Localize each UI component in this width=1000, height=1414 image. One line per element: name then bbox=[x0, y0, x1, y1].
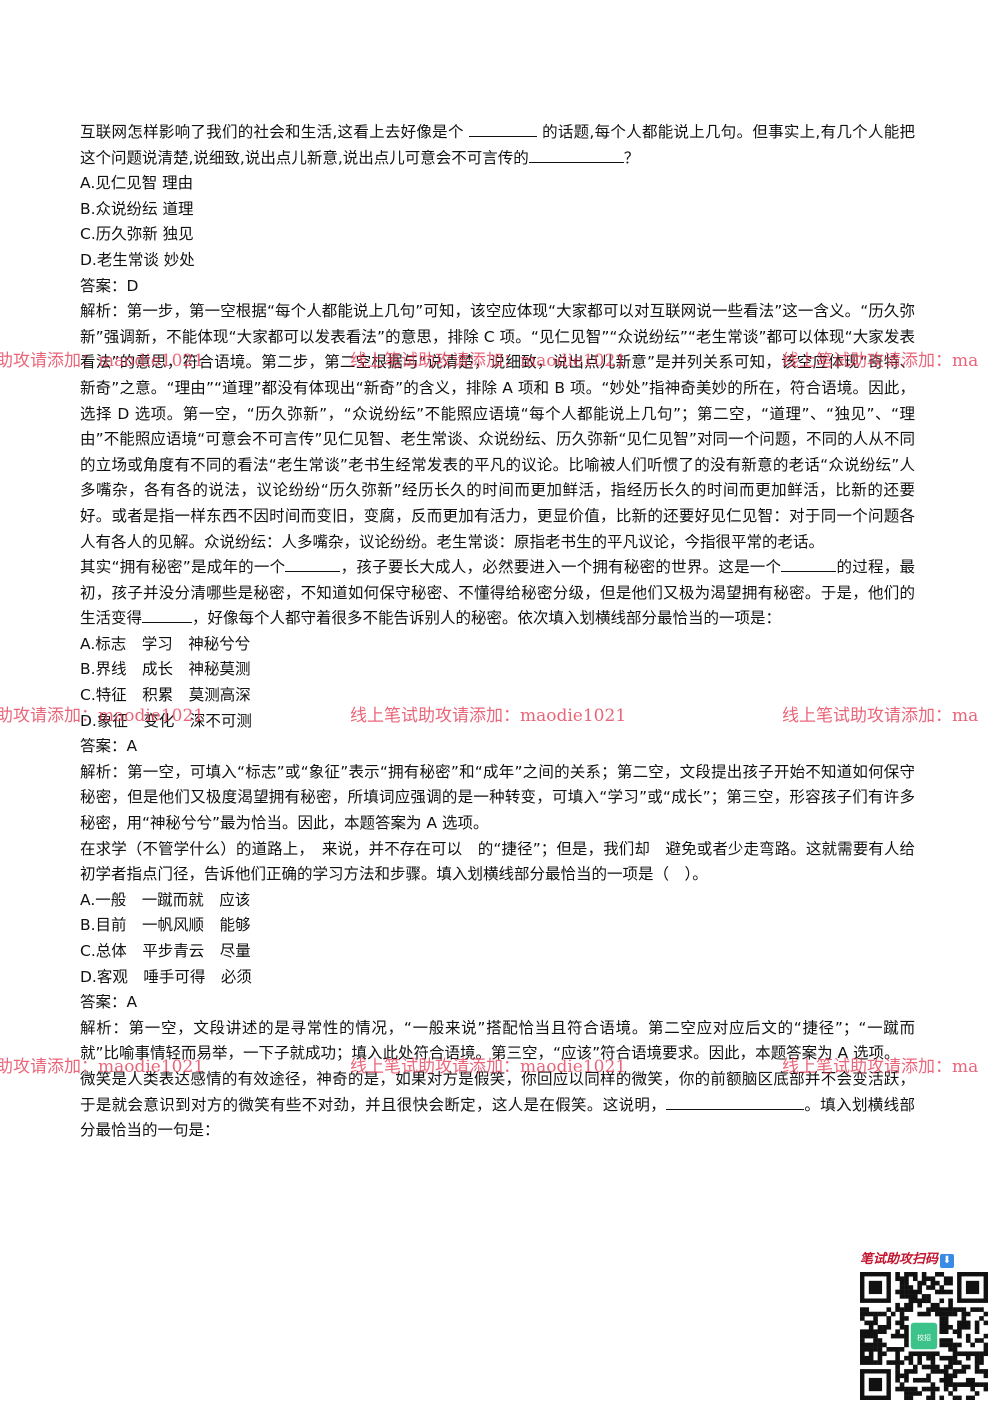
blank-line bbox=[142, 606, 193, 624]
q2-stem: 其实“拥有秘密”是成年的一个 ，孩子要长大成人，必然要进入一个拥有秘密的世界。这是… bbox=[80, 555, 915, 632]
q2-option-c: C.特征 积累 莫测高深 bbox=[80, 686, 251, 705]
q1-option-d: D.老生常谈 妙处 bbox=[80, 250, 195, 269]
q3-option-d: D.客观 唾手可得 必须 bbox=[80, 967, 252, 986]
watermark-text: 助攻请添加：maodie1021 bbox=[0, 706, 205, 726]
qr-block: 笔试助攻扫码 ⬇ 校招 bbox=[860, 1248, 990, 1400]
q1-analysis: 解析：第一步，第一空根据“每个人都能说上几句”可知，该空应体现“大家都可以对互联… bbox=[80, 302, 915, 551]
q4-stem: 微笑是人类表达感情的有效途径，神奇的是，如果对方是假笑，你回应以同样的微笑，你的… bbox=[80, 1069, 915, 1140]
watermark-text: 线上笔试助攻请添加：ma bbox=[782, 1057, 979, 1077]
qr-logo-icon bbox=[910, 1322, 938, 1350]
document-body: 互联网怎样影响了我们的社会和生活,这看上去好像是个 的话题,每个人都能说上几句。… bbox=[80, 120, 915, 1144]
q1-option-a: A.见仁见智 理由 bbox=[80, 174, 194, 193]
watermark-text: 线上笔试助攻请添加：maodie1021 bbox=[350, 351, 627, 371]
q3-option-c: C.总体 平步青云 尽量 bbox=[80, 942, 251, 960]
qr-label: 笔试助攻扫码 ⬇ bbox=[860, 1248, 990, 1268]
q2-analysis: 解析：第一空，可填入“标志”或“象征”表示“拥有秘密”和“成年”之间的关系；第二… bbox=[80, 762, 915, 833]
blank-line bbox=[666, 1093, 805, 1110]
blank-line bbox=[781, 555, 837, 573]
blank-line bbox=[528, 146, 624, 163]
watermark-text: 助攻请添加：maodie1021 bbox=[0, 1057, 205, 1077]
q1-option-c: C.历久弥新 独见 bbox=[80, 225, 194, 244]
watermark-text: 线上笔试助攻请添加：maodie1021 bbox=[350, 706, 627, 726]
q2-option-b: B.界线 成长 神秘莫测 bbox=[80, 660, 251, 679]
q3-answer: 答案：A bbox=[80, 993, 138, 1012]
down-arrow-icon: ⬇ bbox=[940, 1254, 955, 1268]
q1-option-b: B.众说纷纭 道理 bbox=[80, 199, 194, 218]
q3-analysis: 解析：第一空，文段讲述的是寻常性的情况，“一般来说”搭配恰当且符合语境。第二空应… bbox=[80, 1018, 915, 1063]
qr-code[interactable]: 校招 bbox=[860, 1272, 988, 1400]
watermark-text: 线上笔试助攻请添加：maodie1021 bbox=[350, 1057, 627, 1077]
q1-answer: 答案：D bbox=[80, 276, 139, 295]
watermark-text: 线上笔试助攻请添加：ma bbox=[782, 351, 979, 371]
watermark-text: 线上笔试助攻请添加：ma bbox=[782, 706, 979, 726]
q2-answer: 答案：A bbox=[80, 737, 138, 756]
qr-logo-text: 校招 bbox=[917, 1333, 931, 1342]
q2-option-d: D.象征 变化 深不可测 bbox=[80, 711, 252, 730]
q1-stem: 互联网怎样影响了我们的社会和生活,这看上去好像是个 的话题,每个人都能说上几句。… bbox=[80, 120, 915, 171]
q3-option-a: A.一般 一蹴而就 应该 bbox=[80, 890, 251, 909]
q3-option-b: B.目前 一帆风顺 能够 bbox=[80, 916, 251, 935]
blank-line bbox=[468, 120, 537, 137]
q3-stem: 在求学（不管学什么）的道路上， 来说，并不存在可以 的“捷径”；但是，我们却 避… bbox=[80, 839, 915, 884]
watermark-text: 助攻请添加：maodie1021 bbox=[0, 351, 205, 371]
q2-option-a: A.标志 学习 神秘兮兮 bbox=[80, 634, 251, 653]
blank-line bbox=[285, 555, 341, 573]
